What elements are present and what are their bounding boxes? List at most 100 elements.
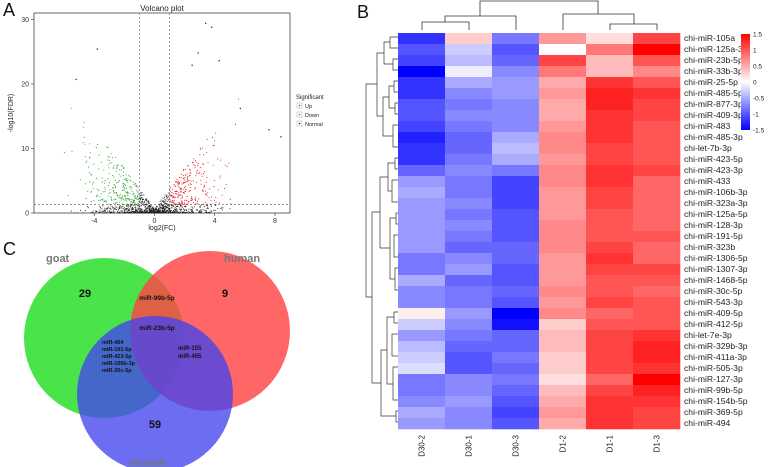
heatmap-cell	[633, 187, 681, 199]
volcano-point	[126, 209, 128, 211]
volcano-point	[126, 211, 128, 213]
heatmap-cell	[398, 275, 446, 287]
volcano-point	[115, 209, 117, 211]
volcano-point	[182, 211, 184, 213]
volcano-point	[114, 184, 116, 186]
volcano-point	[163, 209, 165, 211]
heatmap-cell	[492, 132, 540, 144]
heatmap-cell	[398, 231, 446, 243]
heatmap-cell	[586, 264, 634, 276]
heatmap-cell	[633, 143, 681, 155]
volcano-point	[182, 192, 184, 194]
panel-label-a: A	[3, 0, 15, 20]
volcano-point	[176, 209, 178, 211]
venn-count-human-only: 9	[222, 288, 228, 300]
volcano-point	[181, 205, 183, 207]
heatmap-cell	[445, 121, 493, 133]
volcano-point	[120, 212, 122, 214]
volcano-point	[131, 201, 133, 203]
volcano-point	[140, 208, 142, 210]
volcano-point	[87, 166, 90, 168]
volcano-point	[199, 149, 201, 151]
heatmap-row-label: chi-let-7e-3p	[684, 330, 732, 340]
row-dendrogram-branch	[365, 83, 377, 298]
heatmap-row-label: chi-miR-369-5p	[684, 407, 743, 417]
volcano-point	[229, 208, 231, 210]
heatmap-cell	[633, 286, 681, 298]
volcano-point	[146, 198, 148, 200]
volcano-point	[96, 195, 98, 197]
volcano-point	[108, 207, 110, 209]
volcano-point	[124, 191, 126, 193]
heatmap-cell	[586, 396, 634, 408]
volcano-point	[116, 210, 119, 213]
volcano-point	[99, 206, 101, 208]
volcano-point	[159, 211, 161, 213]
heatmap-row-label: chi-miR-483	[684, 121, 731, 131]
volcano-point	[108, 192, 110, 195]
heatmap-cell	[586, 407, 634, 419]
heatmap-cell	[586, 253, 634, 265]
volcano-point	[82, 126, 84, 128]
volcano-point	[116, 212, 118, 214]
volcano-point	[135, 210, 138, 212]
volcano-point	[207, 192, 209, 194]
volcano-point	[176, 178, 178, 181]
volcano-point	[141, 204, 143, 207]
volcano-point	[115, 193, 118, 195]
heatmap-cell	[633, 55, 681, 67]
volcano-plot-area	[33, 12, 291, 214]
volcano-point	[152, 211, 155, 213]
volcano-point	[175, 192, 177, 194]
volcano-point	[189, 189, 191, 191]
volcano-point	[89, 156, 91, 158]
volcano-point	[108, 173, 110, 175]
volcano-point	[188, 190, 190, 192]
volcano-legend: Significant Up Down Normal	[296, 95, 324, 128]
volcano-point	[205, 181, 207, 183]
volcano-point	[213, 200, 215, 202]
heatmap-cell	[539, 110, 587, 122]
volcano-point	[110, 152, 112, 154]
volcano-point	[194, 165, 196, 167]
x-tick-label: 8	[273, 218, 277, 225]
volcano-point	[125, 211, 127, 213]
legend-entry-label: Up	[305, 104, 312, 110]
volcano-point	[104, 182, 106, 184]
volcano-point	[148, 209, 150, 211]
volcano-point	[143, 204, 145, 206]
volcano-point	[181, 200, 183, 202]
venn-set-label-mouse: mouse	[130, 457, 165, 467]
volcano-point	[202, 189, 204, 191]
row-dendrogram-branch	[394, 102, 398, 115]
volcano-point	[82, 212, 84, 214]
volcano-xlabel: log2(FC)	[148, 225, 175, 232]
volcano-point	[189, 186, 191, 188]
volcano-point	[104, 180, 106, 182]
heatmap-cell	[398, 374, 446, 386]
volcano-point	[100, 211, 102, 213]
volcano-point	[132, 200, 135, 202]
heatmap-cell	[539, 209, 587, 221]
volcano-point	[119, 208, 121, 210]
volcano-point	[185, 209, 187, 211]
volcano-point	[123, 209, 125, 211]
volcano-point	[186, 176, 188, 178]
volcano-point	[174, 203, 176, 205]
heatmap-cell	[586, 132, 634, 144]
volcano-point	[99, 200, 101, 202]
volcano-point	[104, 208, 106, 210]
volcano-point	[178, 194, 180, 197]
heatmap-cell	[398, 99, 446, 111]
volcano-point	[149, 210, 151, 212]
volcano-point	[177, 204, 179, 206]
volcano-point	[180, 191, 182, 193]
heatmap-cell	[398, 44, 446, 56]
volcano-point	[169, 190, 171, 192]
volcano-point	[120, 199, 122, 201]
heatmap-cell	[633, 44, 681, 56]
heatmap-cell	[539, 253, 587, 265]
volcano-point	[171, 204, 173, 206]
volcano-point	[186, 173, 188, 175]
volcano-point	[175, 210, 177, 212]
